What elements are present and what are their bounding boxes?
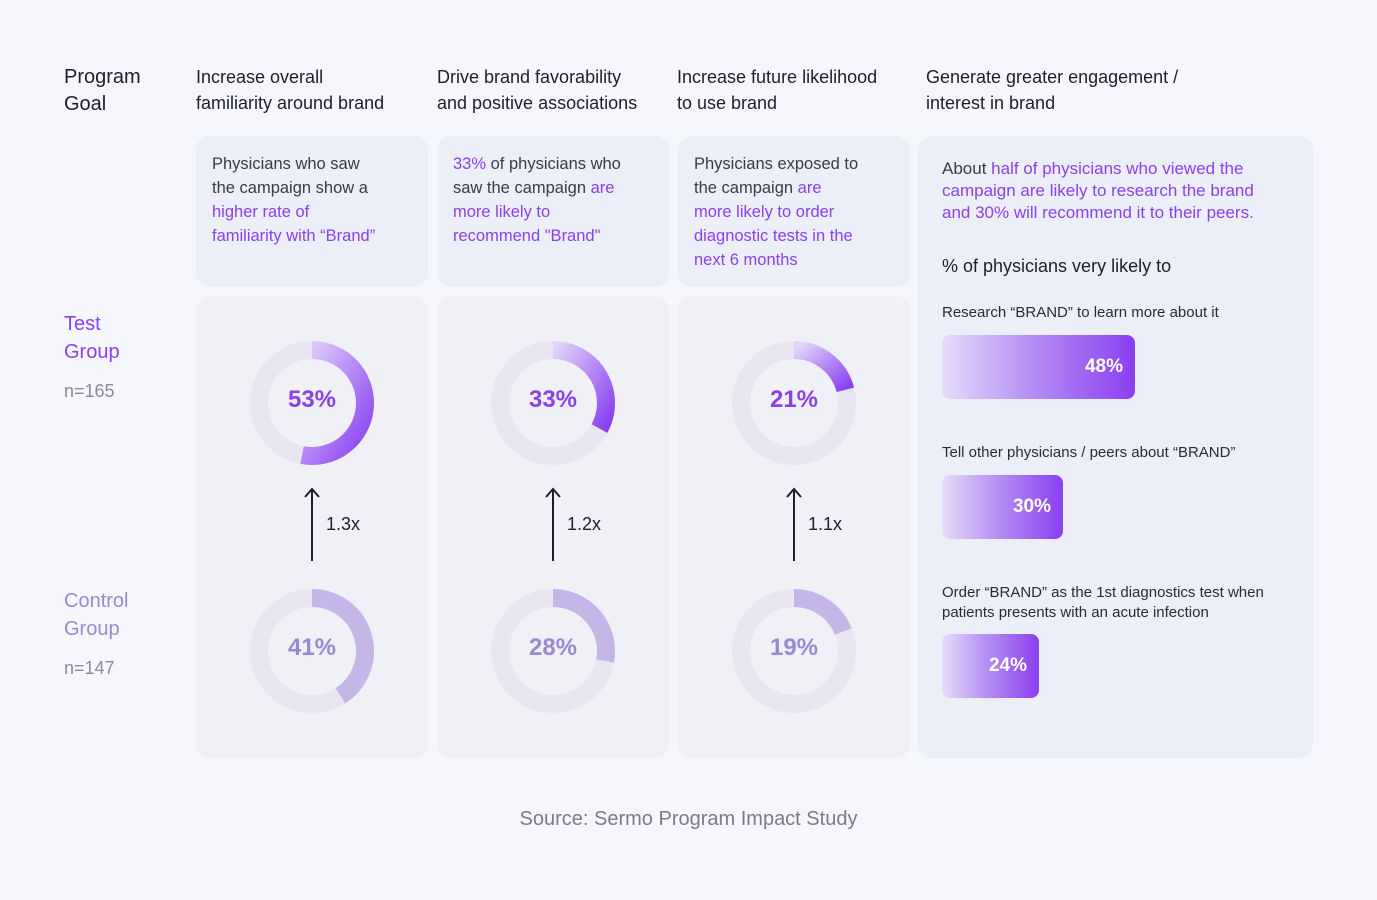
highlight-text: are more likely to order diagnostic test… [694,179,853,269]
test-group-n: n=165 [64,381,115,401]
donut-arc [793,341,855,393]
goal-header-4: Generate greater engagement / interest i… [926,67,1179,113]
bar-category-label: Tell other physicians / peers about “BRA… [942,444,1236,461]
program-goal-label: Program Goal [64,66,141,115]
description-text-3: Physicians exposed to the campaign are m… [694,152,858,272]
donut-value-label: 33% [528,386,578,413]
donut-arc [793,589,852,636]
donut-value-label: 19% [769,634,819,661]
description-text-1: Physicians who saw the campaign show a h… [212,152,375,248]
plain-text: About [942,159,992,178]
control-donut-1: 41% [250,589,374,713]
control-group-label: Control Group [64,590,129,640]
donut-svg [491,341,615,465]
plain-text: Physicians who saw the campaign show a [212,155,368,197]
bar-category-label: Order “BRAND” as the 1st diagnostics tes… [942,584,1264,621]
source-note: Source: Sermo Program Impact Study [519,808,858,830]
donut-value-label: 28% [528,634,578,661]
lift-arrow-icon [304,487,320,561]
control-group-n: n=147 [64,658,115,678]
donut-svg [491,589,615,713]
lift-arrow-icon [786,487,802,561]
bar-3: 24% [942,634,1039,698]
donut-arc [300,341,374,465]
donut-svg [250,589,374,713]
control-donut-2: 28% [491,589,615,713]
highlight-text: higher rate of familiarity with “Brand” [212,203,376,245]
donut-arc [311,589,374,704]
goal-header-3: Increase future likelihood to use brand [677,67,878,113]
lift-multiplier-label: 1.3x [326,514,361,534]
donut-svg [250,341,374,465]
donut-value-label: 21% [769,386,819,413]
donut-value-label: 53% [287,386,337,413]
description-box-3: Physicians exposed to the campaign are m… [678,136,910,287]
bar-category-label: Research “BRAND” to learn more about it [942,304,1219,321]
bar-2: 30% [942,475,1063,539]
test-donut-2: 33% [491,341,615,465]
highlight-text: are more likely to recommend "Brand" [453,179,615,245]
donut-value-label: 41% [287,634,337,661]
description-box-1: Physicians who saw the campaign show a h… [196,136,428,287]
plain-text: of physicians who saw the campaign [453,155,621,197]
goal-header-2: Drive brand favorability and positive as… [437,67,638,113]
engagement-summary: About half of physicians who viewed the … [942,158,1254,224]
highlight-text: half of physicians who viewed the campai… [942,159,1254,222]
donut-arc [552,341,615,433]
donut-svg [732,341,856,465]
bar-1: 48% [942,335,1135,399]
description-box-2: 33% of physicians who saw the campaign a… [437,136,669,287]
description-text-2: 33% of physicians who saw the campaign a… [453,152,621,248]
test-group-label: Test Group [64,313,120,363]
donut-svg [732,589,856,713]
control-donut-3: 19% [732,589,856,713]
bar-chart-title: % of physicians very likely to [942,256,1172,276]
goal-header-1: Increase overall familiarity around bran… [196,67,385,113]
test-donut-1: 53% [250,341,374,465]
test-donut-3: 21% [732,341,856,465]
donut-arc [552,589,615,663]
plain-text: Physicians exposed to the campaign [694,155,859,197]
highlight-text: 33% [453,155,487,173]
lift-arrow-icon [545,487,561,561]
lift-multiplier-label: 1.2x [567,514,602,534]
lift-multiplier-label: 1.1x [808,514,843,534]
